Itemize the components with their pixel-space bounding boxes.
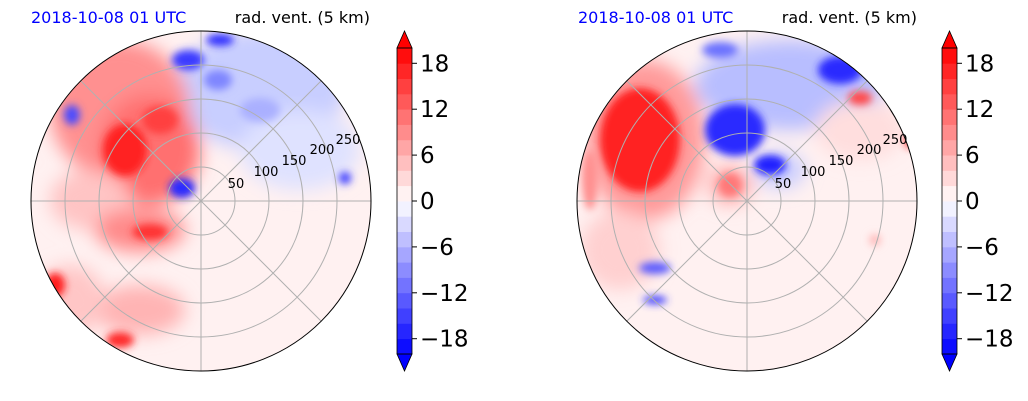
- colorbar-segment: [942, 246, 957, 263]
- polar-grid: [577, 31, 917, 371]
- colorbar-tick-label: −6: [420, 235, 454, 261]
- colorbar-tick-label: 0: [420, 189, 435, 215]
- colorbar-segment: [397, 139, 412, 156]
- panel-left: 2018-10-08 01 UTC rad. vent. (5 km): [30, 8, 469, 372]
- colorbar-segment: [397, 78, 412, 95]
- colorbar-segment: [942, 262, 957, 278]
- colorbar-segment: [942, 231, 957, 248]
- ring-label-150: 150: [829, 154, 854, 169]
- colorbar-segment: [397, 231, 412, 248]
- polar-grid: [31, 31, 371, 371]
- colorbar-segment: [397, 308, 412, 324]
- colorbar-segment: [397, 323, 412, 340]
- colorbar-segment: [397, 93, 412, 110]
- ring-label-150: 150: [282, 154, 307, 169]
- colorbar-segment: [942, 139, 957, 156]
- colorbar-segment: [942, 338, 957, 355]
- colorbar-tick-label: 6: [965, 143, 980, 169]
- time-label: 2018-10-08 01 UTC: [578, 8, 733, 27]
- colorbar-segment: [397, 63, 412, 79]
- colorbar-segment: [397, 48, 412, 64]
- colorbar-extend-min: [396, 353, 413, 372]
- ring-label-250: 250: [336, 133, 361, 148]
- colorbar-segment: [942, 292, 957, 309]
- colorbar-segment: [397, 124, 412, 141]
- ring-label-100: 100: [254, 165, 279, 180]
- colorbar-tick-label: −12: [420, 281, 469, 307]
- colorbar-tick-label: 12: [420, 97, 449, 123]
- ring-label-50: 50: [228, 177, 245, 192]
- time-label: 2018-10-08 01 UTC: [31, 8, 186, 27]
- colorbar-tick-label: −12: [965, 281, 1014, 307]
- colorbar-tick-label: 0: [965, 189, 980, 215]
- colorbar-segment: [397, 277, 412, 294]
- plot-boundary: [576, 30, 918, 372]
- colorbar-tick-label: 12: [965, 97, 994, 123]
- colorbar-tick-label: 18: [965, 51, 994, 77]
- field-label: rad. vent. (5 km): [235, 8, 370, 27]
- colorbar-segment: [942, 155, 957, 171]
- colorbar-extend-max: [396, 30, 413, 49]
- field-label: rad. vent. (5 km): [782, 8, 917, 27]
- colorbar-segment: [942, 93, 957, 110]
- colorbar-segment: [397, 292, 412, 309]
- colorbar-segment: [942, 78, 957, 95]
- colorbar-segment: [397, 216, 412, 232]
- colorbar-extend-max: [941, 30, 958, 49]
- colorbar-segment: [942, 63, 957, 79]
- colorbar-tick-label: −6: [965, 235, 999, 261]
- colorbar-segment: [942, 109, 957, 125]
- colorbar-tick-label: −18: [965, 327, 1014, 353]
- ring-label-200: 200: [857, 143, 882, 158]
- colorbar: 18 12 6 0 −6 −12 −18: [396, 30, 469, 372]
- colorbar: 18 12 6 0 −6 −12 −18: [941, 30, 1014, 372]
- ring-label-100: 100: [801, 165, 826, 180]
- colorbar-segment: [397, 201, 412, 217]
- colorbar-segment: [942, 308, 957, 324]
- colorbar-segment: [942, 124, 957, 141]
- colorbar-segment: [942, 48, 957, 64]
- colorbar-segment: [942, 323, 957, 340]
- colorbar-segment: [942, 185, 957, 202]
- ring-label-250: 250: [883, 133, 908, 148]
- colorbar-segment: [942, 201, 957, 217]
- colorbar-segment: [397, 109, 412, 125]
- colorbar-segment: [397, 246, 412, 263]
- ring-label-200: 200: [310, 143, 335, 158]
- colorbar-tick-label: 6: [420, 143, 435, 169]
- colorbar-tick-label: −18: [420, 327, 469, 353]
- colorbar-segment: [397, 170, 412, 187]
- panel-right: 2018-10-08 01 UTC rad. vent. (5 km): [576, 8, 1014, 372]
- plot-boundary: [30, 30, 372, 372]
- colorbar-segment: [397, 338, 412, 355]
- ring-label-50: 50: [775, 177, 792, 192]
- colorbar-tick-label: 18: [420, 51, 449, 77]
- colorbar-extend-min: [941, 353, 958, 372]
- colorbar-segment: [397, 185, 412, 202]
- colorbar-segment: [942, 277, 957, 294]
- colorbar-segment: [942, 216, 957, 232]
- colorbar-segment: [397, 155, 412, 171]
- colorbar-segment: [397, 262, 412, 278]
- colorbar-segment: [942, 170, 957, 187]
